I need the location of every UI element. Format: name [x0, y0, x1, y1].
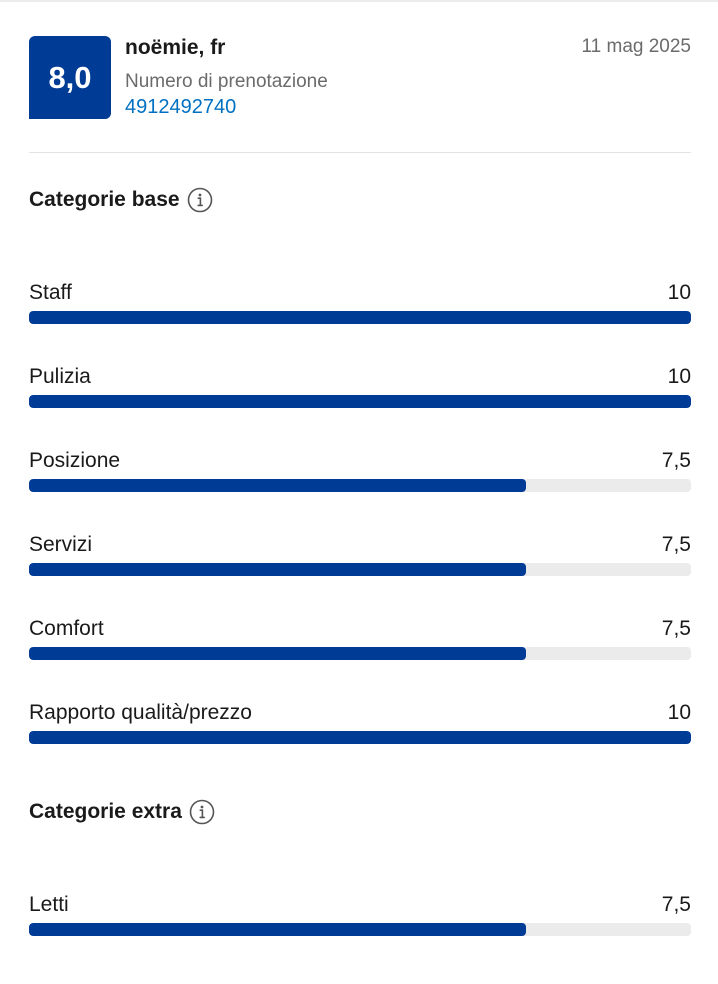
rating-bar-fill [29, 395, 691, 408]
rating-value: 10 [667, 281, 691, 304]
rating-value: 10 [667, 365, 691, 388]
rating-row: Comfort 7,5 [29, 617, 691, 661]
booking-number-link[interactable]: 4912492740 [125, 96, 237, 118]
rating-label: Comfort [29, 617, 104, 640]
rating-label: Rapporto qualità/prezzo [29, 701, 252, 724]
base-categories-title: Categorie base [29, 187, 213, 213]
rating-label: Posizione [29, 449, 121, 472]
rating-label: Pulizia [29, 365, 91, 388]
rating-bar-track [29, 923, 691, 936]
rating-label: Servizi [29, 533, 93, 556]
rating-bar-track [29, 395, 691, 408]
score-badge: 8,0 [29, 36, 111, 119]
rating-label: Staff [29, 281, 72, 304]
rating-row: Posizione 7,5 [29, 449, 691, 493]
rating-bar-track [29, 731, 691, 744]
rating-value: 7,5 [661, 893, 691, 916]
rating-bar-fill [29, 311, 691, 324]
header-divider [29, 152, 691, 153]
rating-bar-track [29, 311, 691, 324]
rating-value: 10 [667, 701, 691, 724]
reviewer-name: noëmie, fr [125, 36, 226, 59]
rating-row: Rapporto qualità/prezzo 10 [29, 701, 691, 745]
rating-row: Servizi 7,5 [29, 533, 691, 577]
info-icon[interactable] [189, 799, 215, 825]
rating-row: Staff 10 [29, 281, 691, 325]
rating-bar-track [29, 563, 691, 576]
extra-categories-title: Categorie extra [29, 799, 215, 825]
review-date: 11 mag 2025 [581, 36, 691, 57]
rating-row: Letti 7,5 [29, 893, 691, 937]
rating-bar-fill [29, 731, 691, 744]
rating-row: Pulizia 10 [29, 365, 691, 409]
booking-number-label: Numero di prenotazione [125, 71, 328, 92]
rating-bar-track [29, 647, 691, 660]
rating-value: 7,5 [661, 617, 691, 640]
rating-bar-track [29, 479, 691, 492]
rating-bar-fill [29, 563, 526, 576]
rating-bar-fill [29, 647, 526, 660]
extra-categories-title-text: Categorie extra [29, 800, 182, 823]
base-categories-title-text: Categorie base [29, 188, 180, 211]
rating-bar-fill [29, 479, 526, 492]
rating-bar-fill [29, 923, 526, 936]
rating-label: Letti [29, 893, 69, 916]
top-border [0, 0, 718, 2]
rating-value: 7,5 [661, 533, 691, 556]
info-icon[interactable] [187, 187, 213, 213]
rating-value: 7,5 [661, 449, 691, 472]
review-header: 8,0 noëmie, fr Numero di prenotazione 49… [29, 36, 691, 120]
